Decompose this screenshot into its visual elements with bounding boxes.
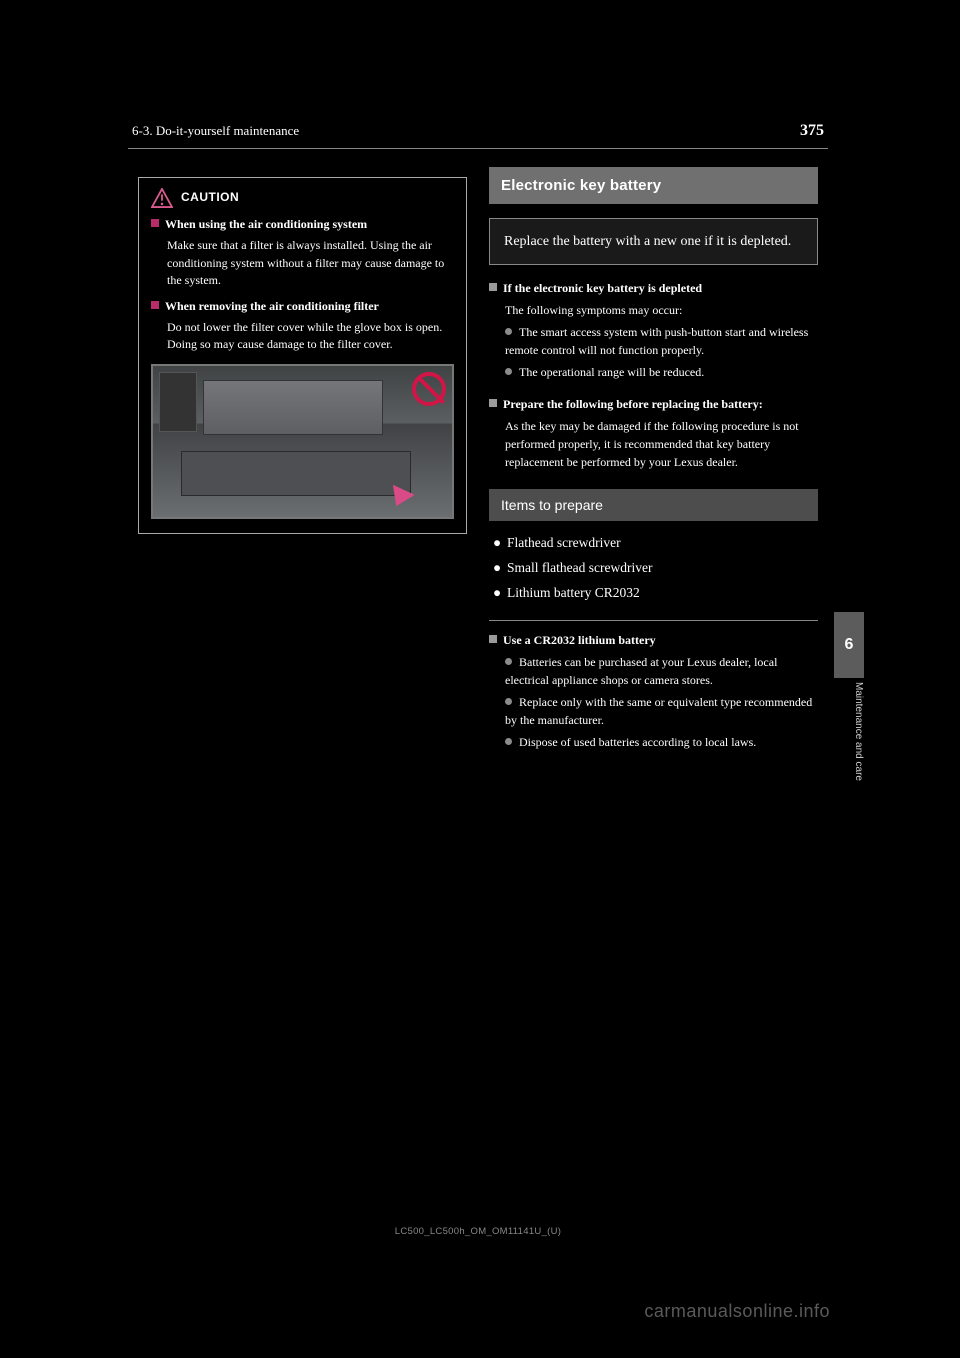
symptom-item: The operational range will be reduced. [489,363,818,381]
page-number: 375 [800,122,824,140]
battery-note-heading: Use a CR2032 lithium battery [503,633,656,647]
warning-triangle-icon [151,188,173,208]
caution-item: When using the air conditioning system M… [151,216,454,290]
manual-page: 6-3. Do-it-yourself maintenance 375 CAUT… [128,122,828,1127]
caution-item-title: When using the air conditioning system [165,217,367,231]
document-id: LC500_LC500h_OM_OM11141U_(U) [395,1226,561,1237]
battery-note-item: Dispose of used batteries according to l… [489,733,818,751]
dot-bullet-icon [505,328,512,335]
right-column: Electronic key battery Replace the batte… [489,167,818,751]
list-item: ●Lithium battery CR2032 [493,583,818,604]
square-bullet-icon [489,283,497,291]
caution-box: CAUTION When using the air conditioning … [138,177,467,534]
caution-item: When removing the air conditioning filte… [151,298,454,354]
intro-box: Replace the battery with a new one if it… [489,218,818,265]
list-item: ●Flathead screwdriver [493,533,818,554]
battery-note-item: Batteries can be purchased at your Lexus… [489,653,818,689]
chapter-tab-label: Maintenance and care [834,682,864,781]
symptom-item: The smart access system with push-button… [489,323,818,359]
battery-note-item: Replace only with the same or equivalent… [489,693,818,729]
square-bullet-icon [489,399,497,407]
illustration-glovebox [181,451,411,496]
symptom-text: The smart access system with push-button… [505,325,808,357]
depleted-block: If the electronic key battery is deplete… [489,279,818,381]
caution-item-body: Do not lower the filter cover while the … [151,319,454,354]
breadcrumb: 6-3. Do-it-yourself maintenance [132,123,299,139]
prepare-note-body: As the key may be damaged if the followi… [489,417,818,471]
list-item-text: Lithium battery CR2032 [507,583,640,604]
list-item-text: Small flathead screwdriver [507,558,652,579]
illustration-filter [203,380,383,435]
caution-label: CAUTION [181,189,239,206]
depleted-lead: The following symptoms may occur: [489,301,818,319]
depleted-heading: If the electronic key battery is deplete… [503,281,702,295]
caution-illustration [151,364,454,519]
battery-note-block: Use a CR2032 lithium battery Batteries c… [489,620,818,751]
left-column: CAUTION When using the air conditioning … [138,167,467,751]
prepare-note-block: Prepare the following before replacing t… [489,395,818,471]
square-bullet-icon [489,635,497,643]
battery-note-text: Dispose of used batteries according to l… [519,735,756,749]
battery-note-text: Replace only with the same or equivalent… [505,695,812,727]
list-item-text: Flathead screwdriver [507,533,621,554]
subheading-bar: Items to prepare [489,489,818,521]
caution-item-title: When removing the air conditioning filte… [165,299,379,313]
content-columns: CAUTION When using the air conditioning … [128,167,828,751]
watermark: carmanualsonline.info [644,1301,830,1322]
battery-note-text: Batteries can be purchased at your Lexus… [505,655,777,687]
illustration-detail [159,372,197,432]
chapter-tab: 6 [834,612,864,678]
caution-item-body: Make sure that a filter is always instal… [151,237,454,289]
prepare-note-heading: Prepare the following before replacing t… [503,397,763,411]
dot-bullet-icon [505,698,512,705]
dot-bullet-icon [505,368,512,375]
dot-bullet-icon [505,658,512,665]
prepare-list: ●Flathead screwdriver ●Small flathead sc… [489,533,818,604]
square-bullet-icon [151,301,159,309]
prohibited-icon [412,372,446,406]
caution-header: CAUTION [151,188,454,208]
list-item: ●Small flathead screwdriver [493,558,818,579]
dot-bullet-icon [505,738,512,745]
page-header: 6-3. Do-it-yourself maintenance 375 [128,122,828,144]
symptom-text: The operational range will be reduced. [519,365,704,379]
header-rule [128,148,828,149]
square-bullet-icon [151,219,159,227]
section-title: Electronic key battery [489,167,818,204]
